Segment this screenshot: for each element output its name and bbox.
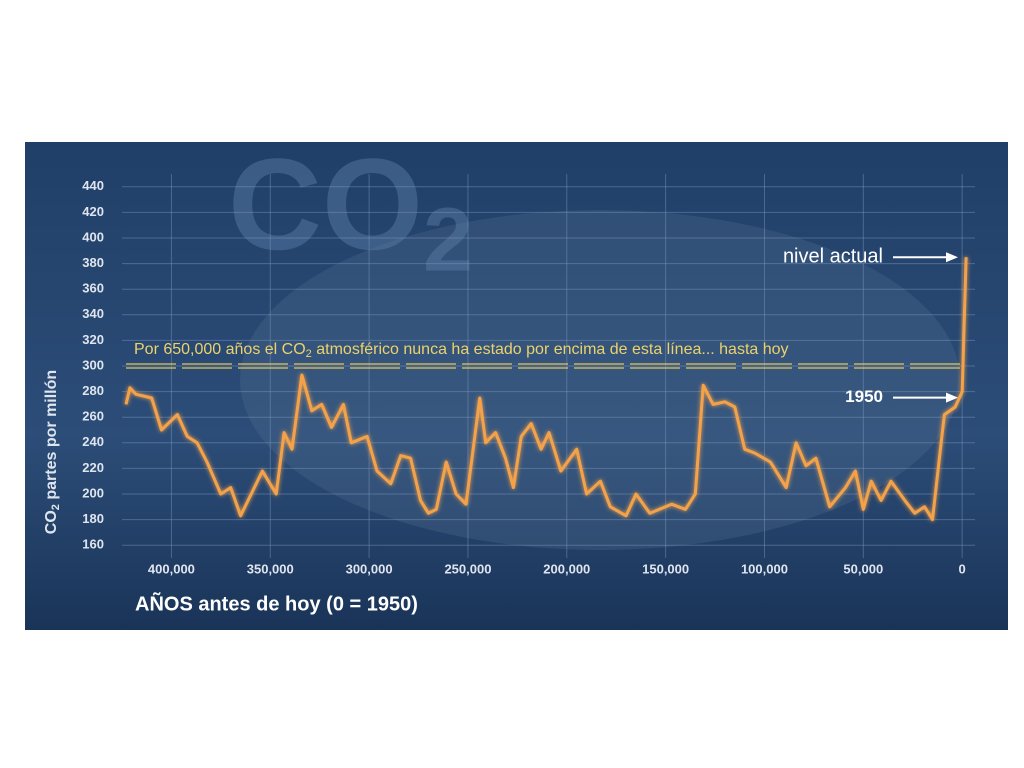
co2-line <box>124 257 968 522</box>
y-tick-label: 280 <box>82 383 104 398</box>
x-axis-title: AÑOS antes de hoy (0 = 1950) <box>135 592 418 615</box>
x-tick-label: 50,000 <box>843 561 883 576</box>
y-tick-label: 420 <box>82 204 104 219</box>
watermark: CO2 <box>228 131 473 290</box>
arrow-head <box>946 252 958 263</box>
x-tick-label: 350,000 <box>247 561 294 576</box>
x-tick-label: 0 <box>959 561 966 576</box>
y-tick-label: 400 <box>82 229 104 244</box>
threshold-text-part: 2 <box>306 348 312 360</box>
x-tick-label: 100,000 <box>741 561 788 576</box>
y-tick-label: 180 <box>82 511 104 526</box>
x-tick-label: 150,000 <box>642 561 689 576</box>
y-tick-label: 340 <box>82 306 104 321</box>
y-tick-label: 360 <box>82 281 104 296</box>
y-tick-label: 160 <box>82 537 104 552</box>
y-axis-title-part: CO <box>43 510 60 534</box>
iceberg-shape <box>240 210 960 550</box>
y-axis-title-part: partes por millón <box>43 370 60 504</box>
threshold-text-part: atmosférico nunca ha estado por encima d… <box>312 341 789 358</box>
x-tick-label: 200,000 <box>543 561 590 576</box>
watermark-part: 2 <box>423 190 473 290</box>
y-axis-title: CO2 partes por millón <box>43 370 62 534</box>
y-tick-label: 440 <box>82 178 104 193</box>
x-tick-label: 250,000 <box>444 561 491 576</box>
annotation: nivel actual <box>783 245 883 267</box>
watermark-part: CO <box>228 131 423 277</box>
y-tick-label: 220 <box>82 460 104 475</box>
y-tick-label: 320 <box>82 332 104 347</box>
y-tick-label: 300 <box>82 357 104 372</box>
y-tick-label: 200 <box>82 485 104 500</box>
x-tick-label: 400,000 <box>148 561 195 576</box>
y-tick-label: 260 <box>82 409 104 424</box>
threshold-text: Por 650,000 años el CO2 atmosférico nunc… <box>134 341 789 360</box>
annotation: 1950 <box>845 387 883 406</box>
y-tick-label: 240 <box>82 434 104 449</box>
x-tick-label: 300,000 <box>346 561 393 576</box>
threshold-text-part: Por 650,000 años el CO <box>134 341 306 358</box>
arrow-head <box>946 392 958 403</box>
y-axis-title-part: 2 <box>50 504 62 510</box>
background <box>25 142 1008 630</box>
y-tick-label: 380 <box>82 255 104 270</box>
